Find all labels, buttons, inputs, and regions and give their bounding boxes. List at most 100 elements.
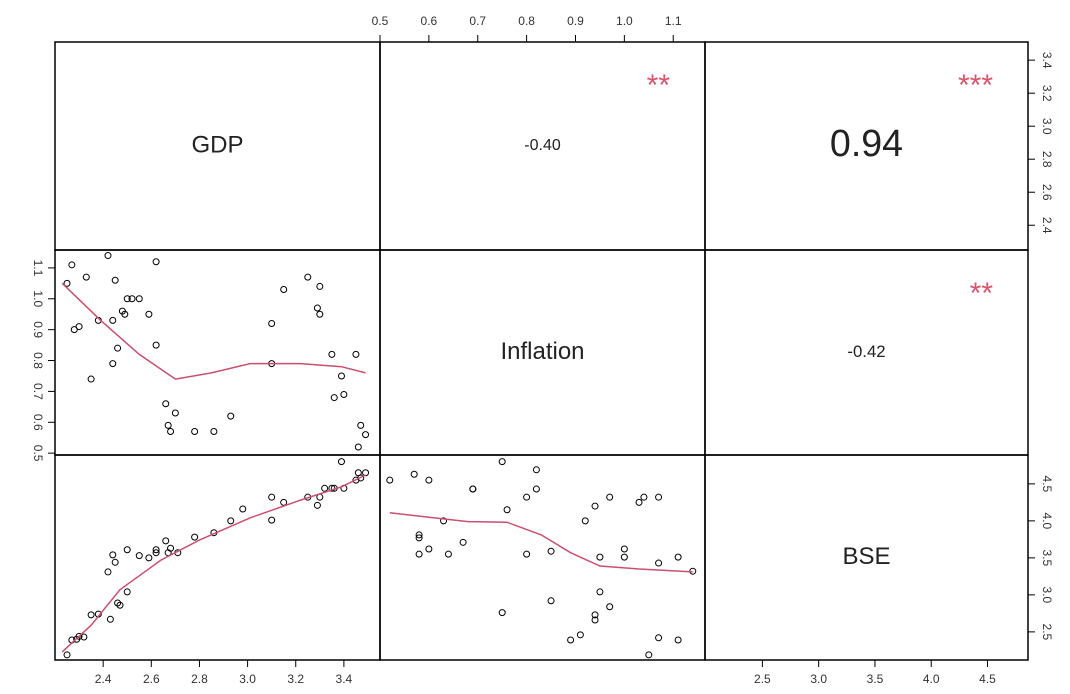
significance-stars: ** — [970, 277, 994, 310]
scatter-point — [152, 258, 160, 266]
scatter-point — [415, 550, 423, 558]
scatter-point — [191, 428, 199, 436]
scatter-point — [104, 568, 112, 576]
scatter-point — [167, 428, 175, 436]
scatter-point — [63, 279, 71, 287]
y-tick-label: 0.6 — [31, 414, 45, 431]
y-tick-label: 3.4 — [1040, 52, 1054, 69]
scatter-point — [547, 547, 555, 555]
correlation-value: -0.42 — [847, 342, 885, 361]
scatter-point — [655, 634, 663, 642]
scatter-point — [362, 431, 370, 439]
x-tick-label: 2.4 — [95, 672, 112, 686]
scatter-point — [104, 252, 112, 260]
x-tick-label: 1.1 — [665, 14, 682, 28]
x-tick-label: 3.2 — [287, 672, 304, 686]
scatter-point — [87, 375, 95, 383]
scatter-point — [191, 533, 199, 541]
significance-stars: *** — [958, 69, 993, 102]
y-tick-label: 3.0 — [1040, 587, 1054, 604]
scatter-point — [523, 493, 531, 501]
y-tick-label: 4.5 — [1040, 476, 1054, 493]
scatter-point — [532, 485, 540, 493]
scatter-point — [63, 651, 71, 659]
scatter-point — [135, 552, 143, 560]
smooth-line — [61, 474, 366, 653]
scatter-point — [321, 484, 329, 492]
scatter-point — [121, 310, 129, 318]
scatter-point — [280, 286, 288, 294]
scatter-point — [606, 493, 614, 501]
scatter-point — [162, 537, 170, 545]
x-tick-label: 2.8 — [191, 672, 208, 686]
scatter-point — [280, 498, 288, 506]
smooth-line — [61, 282, 366, 380]
variable-label: BSE — [842, 543, 890, 570]
scatter-point — [239, 505, 247, 513]
x-tick-label: 3.0 — [239, 672, 256, 686]
variable-label: Inflation — [500, 338, 584, 365]
scatter-point — [106, 615, 114, 623]
scatter-point — [415, 531, 423, 539]
scatter-point — [357, 421, 365, 429]
scatter-point — [567, 636, 575, 644]
scatter-point — [425, 476, 433, 484]
x-tick-label: 0.5 — [372, 14, 389, 28]
scatter-point — [82, 273, 90, 281]
scatter-point — [591, 611, 599, 619]
x-tick-label: 0.8 — [518, 14, 535, 28]
scatter-point — [498, 609, 506, 617]
y-tick-label: 2.6 — [1040, 184, 1054, 201]
scatter-point — [620, 553, 628, 561]
scatter-point — [164, 421, 172, 429]
significance-stars: ** — [647, 69, 671, 102]
x-tick-label: 0.6 — [421, 14, 438, 28]
scatter-point — [440, 517, 448, 525]
y-tick-label: 3.0 — [1040, 118, 1054, 135]
scatter-point — [227, 517, 235, 525]
x-tick-label: 1.0 — [616, 14, 633, 28]
scatter-point — [268, 516, 276, 524]
x-tick-label: 4.0 — [923, 672, 940, 686]
scatter-point — [109, 551, 117, 559]
variable-label: GDP — [191, 131, 243, 158]
scatter-point — [162, 400, 170, 408]
scatter-point — [362, 469, 370, 477]
scatter-point — [87, 611, 95, 619]
scatter-point — [152, 549, 160, 557]
scatter-point — [352, 350, 360, 358]
scatter-point — [109, 316, 117, 324]
scatter-point — [80, 633, 88, 641]
scatter-point — [68, 261, 76, 269]
scatter-point — [109, 360, 117, 368]
scatter-point — [114, 344, 122, 352]
scatter-point — [620, 545, 628, 553]
scatter-point — [606, 603, 614, 611]
scatter-point — [459, 538, 467, 546]
scatter-point — [444, 550, 452, 558]
scatter-point — [655, 559, 663, 567]
y-tick-label: 1.1 — [31, 260, 45, 277]
scatter-point — [547, 597, 555, 605]
scatter-point — [503, 506, 511, 514]
scatter-point — [123, 295, 131, 303]
x-tick-label: 0.9 — [567, 14, 584, 28]
y-tick-label: 2.5 — [1040, 624, 1054, 641]
scatter-point — [425, 545, 433, 553]
scatter-point — [227, 412, 235, 420]
correlation-value: 0.94 — [830, 122, 903, 164]
scatter-point — [152, 341, 160, 349]
scatter-point — [316, 310, 324, 318]
scatter-point — [111, 558, 119, 566]
panel-frame — [379, 454, 706, 661]
y-tick-label: 4.0 — [1040, 513, 1054, 530]
scatter-point — [410, 470, 418, 478]
scatter-point — [123, 588, 131, 596]
scatter-point — [581, 517, 589, 525]
scatter-point — [128, 295, 136, 303]
scatter-point — [596, 553, 604, 561]
scatter-point — [357, 474, 365, 482]
scatter-point — [313, 501, 321, 509]
